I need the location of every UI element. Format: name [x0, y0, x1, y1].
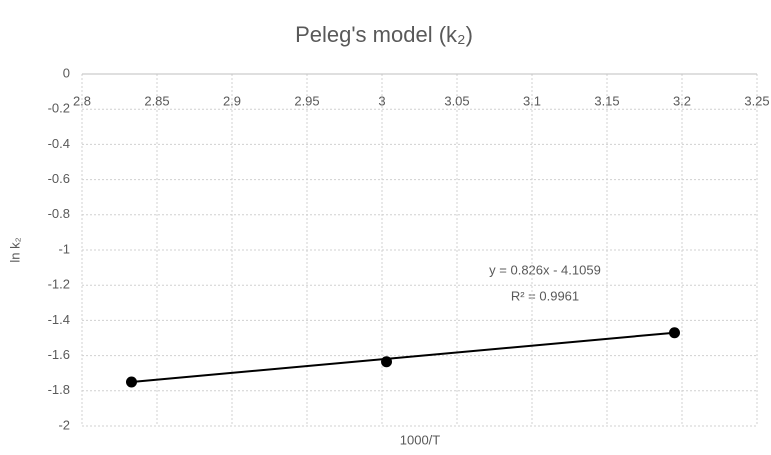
- y-tick-label: -1.6: [48, 347, 70, 362]
- x-tick-label: 3.15: [594, 93, 619, 108]
- r-squared: R² = 0.9961: [511, 288, 579, 303]
- x-tick-label: 2.9: [223, 93, 241, 108]
- x-tick-label: 2.8: [73, 93, 91, 108]
- y-tick-label: 0: [63, 65, 70, 80]
- x-tick-label: 3.25: [744, 93, 769, 108]
- y-tick-label: -0.8: [48, 206, 70, 221]
- y-tick-label: -2: [58, 417, 70, 432]
- x-tick-label: 2.85: [144, 93, 169, 108]
- x-tick-label: 3.1: [523, 93, 541, 108]
- y-tick-label: -0.2: [48, 101, 70, 116]
- x-tick-label: 3.2: [673, 93, 691, 108]
- x-axis-label: 1000/T: [400, 432, 441, 447]
- y-tick-label: -1: [58, 241, 70, 256]
- y-tick-label: -0.4: [48, 136, 70, 151]
- trendline: [131, 331, 675, 383]
- data-point: [381, 356, 392, 368]
- y-tick-label: -1.4: [48, 312, 70, 327]
- trend-equation: y = 0.826x - 4.1059: [489, 262, 601, 277]
- y-tick-label: -1.2: [48, 277, 70, 292]
- chart-title: Peleg's model (k₂): [295, 22, 473, 47]
- data-point: [126, 376, 137, 388]
- y-tick-label: -0.6: [48, 171, 70, 186]
- x-tick-label: 3.05: [444, 93, 469, 108]
- y-axis-label: ln k₂: [7, 237, 22, 262]
- x-tick-label: 3: [378, 93, 385, 108]
- x-tick-label: 2.95: [294, 93, 319, 108]
- y-tick-label: -1.8: [48, 382, 70, 397]
- data-point: [669, 327, 680, 339]
